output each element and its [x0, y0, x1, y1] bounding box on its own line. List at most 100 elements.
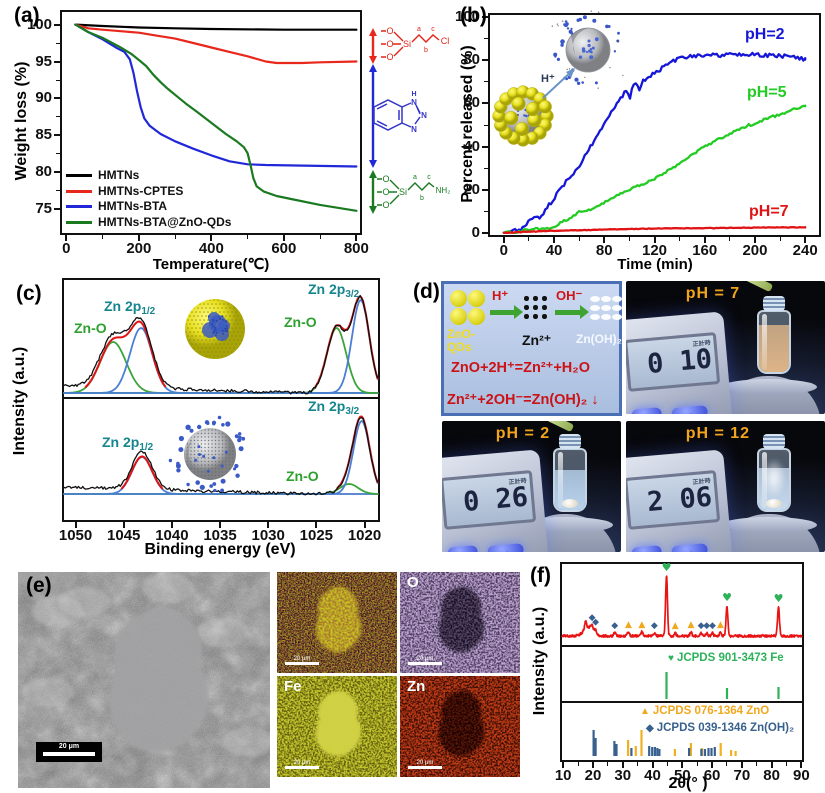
znoh2-particle — [590, 296, 600, 302]
x-minor-tick — [247, 235, 249, 239]
y-minor-tick — [56, 153, 60, 155]
x-tick-mark — [65, 235, 68, 241]
zno-peak-marker: ▲ — [672, 621, 679, 631]
bta-bonds — [373, 99, 421, 131]
x-minor-tick — [696, 762, 698, 766]
o-atom: O — [382, 187, 389, 197]
photo-ph2: pH = 2 正計時 0 26 秒 — [442, 421, 621, 552]
eds-map-texture — [400, 676, 520, 777]
chain-label-b: b — [424, 47, 428, 54]
n-atom: N — [411, 98, 417, 107]
zn-ion-dot — [542, 305, 547, 310]
y-tick-mark — [54, 60, 60, 63]
map-scalebar: 20 μm — [408, 760, 442, 769]
x-tick-mark — [122, 522, 125, 528]
znoh2-peak-marker: ◆ — [709, 621, 716, 631]
y-tick-label: 80 — [463, 51, 480, 69]
vial-neck — [763, 434, 785, 449]
arrow-right-icon — [555, 305, 589, 319]
znoh2-label: Zn(OH)₂ — [576, 332, 622, 346]
x-tick-label: 160 — [692, 242, 718, 259]
x-minor-tick — [174, 235, 176, 239]
panel-e: (e) 20 μm 20 μm O 20 μm Fe 20 μm Zn 20 μ… — [0, 560, 528, 793]
x-tick-label: 1035 — [203, 527, 237, 544]
panel-c-xlabel: Binding energy (eV) — [144, 541, 296, 558]
x-tick-label: 0 — [499, 242, 508, 259]
chain-label-a: a — [417, 26, 421, 33]
weight-loss-arrows — [369, 28, 377, 214]
fe-peak-marker: ♥ — [662, 561, 672, 574]
glass-highlight — [762, 314, 767, 370]
x-tick-mark — [681, 762, 684, 768]
x-tick-mark — [267, 522, 270, 528]
y-tick-label: 40 — [463, 137, 480, 155]
znoh2-peak-marker: ◆ — [589, 613, 596, 623]
eds-map-iron: Fe 20 μm — [277, 676, 397, 777]
y-tick-mark — [482, 102, 488, 105]
timer-device: 正計時 0 10 秒 — [626, 311, 733, 414]
eds-map-zinc: Zn 20 μm — [400, 676, 520, 777]
x-tick-mark — [770, 762, 773, 768]
eds-map-label: Fe — [284, 678, 302, 695]
timer-lcd: 正計時 2 06 — [626, 470, 721, 530]
aptes-structure: O O O Si a b c NH₂ — [377, 174, 451, 210]
o-atom: O — [382, 200, 389, 210]
x-tick-mark — [74, 522, 77, 528]
oh-minus-label: OH⁻ — [556, 288, 583, 303]
y-tick-mark — [54, 23, 60, 26]
znoh2-peak-marker: ◆ — [611, 621, 618, 631]
y-tick-label: 0 — [471, 223, 480, 241]
zn2plus-label: Zn²⁺ — [522, 332, 552, 348]
chain-label-c: c — [431, 26, 435, 33]
panel-b: (b) Percent released (%) Time (min) pH=2… — [455, 0, 825, 276]
chain-label-b: b — [420, 195, 424, 202]
panel-a-ylabel: Weight loss (%) — [13, 61, 30, 181]
timer-button-seconds: 秒 — [487, 543, 525, 552]
release-mechanism-inset — [492, 10, 624, 147]
sem-scalebar-line — [43, 752, 95, 756]
x-tick-label: 70 — [733, 767, 751, 784]
x-tick-label: 40 — [545, 242, 563, 259]
heart-icon: ♥ — [668, 653, 674, 664]
zno-label-top-right: Zn-O — [284, 314, 317, 330]
zn2p32-label-top: Zn 2p3/2 — [308, 281, 360, 300]
zn2p12-label-bottom: Zn 2p1/2 — [102, 434, 154, 453]
x-minor-tick — [679, 237, 681, 241]
x-tick-mark — [219, 522, 222, 528]
xrd-patterns: ♥♥ ♥▲ ▲ ▲ ▲ ▲◆◆ ◆ ◆ ◆◆◆ — [561, 561, 803, 756]
znoh2-particle — [601, 314, 611, 320]
zno-qds-icon — [450, 290, 488, 328]
y-tick-mark — [482, 16, 488, 19]
y-minor-tick — [484, 38, 488, 40]
legend-item: HMTNs-BTA@ZnO-QDs — [66, 215, 286, 230]
timer-button-seconds: 秒 — [671, 543, 709, 552]
x-tick-mark — [170, 522, 173, 528]
cptes-bonds — [381, 30, 440, 58]
map-scalebar-text: 20 μm — [293, 656, 311, 662]
precipitate-pellet — [766, 499, 782, 508]
precipitate-pellet — [562, 499, 578, 508]
map-scalebar-text: 20 μm — [293, 760, 311, 766]
x-minor-tick — [666, 762, 668, 766]
znoh2-peak-marker: ◆ — [651, 621, 658, 631]
x-tick-mark — [363, 522, 366, 528]
x-tick-label: 0 — [62, 240, 71, 257]
chain-label-a: a — [413, 174, 417, 181]
sem-image: (e) 20 μm — [18, 572, 270, 788]
o-atom: O — [386, 26, 393, 36]
vial-body — [553, 448, 587, 512]
znoh2-particle — [601, 296, 611, 302]
y-tick-mark — [54, 134, 60, 137]
panel-c-ylabel: Intensity (a.u.) — [11, 346, 28, 456]
zn-ion-dot — [542, 314, 547, 319]
x-minor-tick — [726, 762, 728, 766]
zn-ion-dot — [524, 305, 529, 310]
ph-label: pH = 12 — [685, 425, 751, 442]
panel-f-xlabel: 2θ(° ) — [668, 775, 708, 792]
zno-label-top-left: Zn-O — [74, 320, 107, 336]
timer-button — [447, 545, 479, 552]
x-minor-tick — [628, 237, 630, 241]
nh2-group: NH₂ — [436, 186, 451, 195]
zn-ion-dot — [533, 314, 538, 319]
